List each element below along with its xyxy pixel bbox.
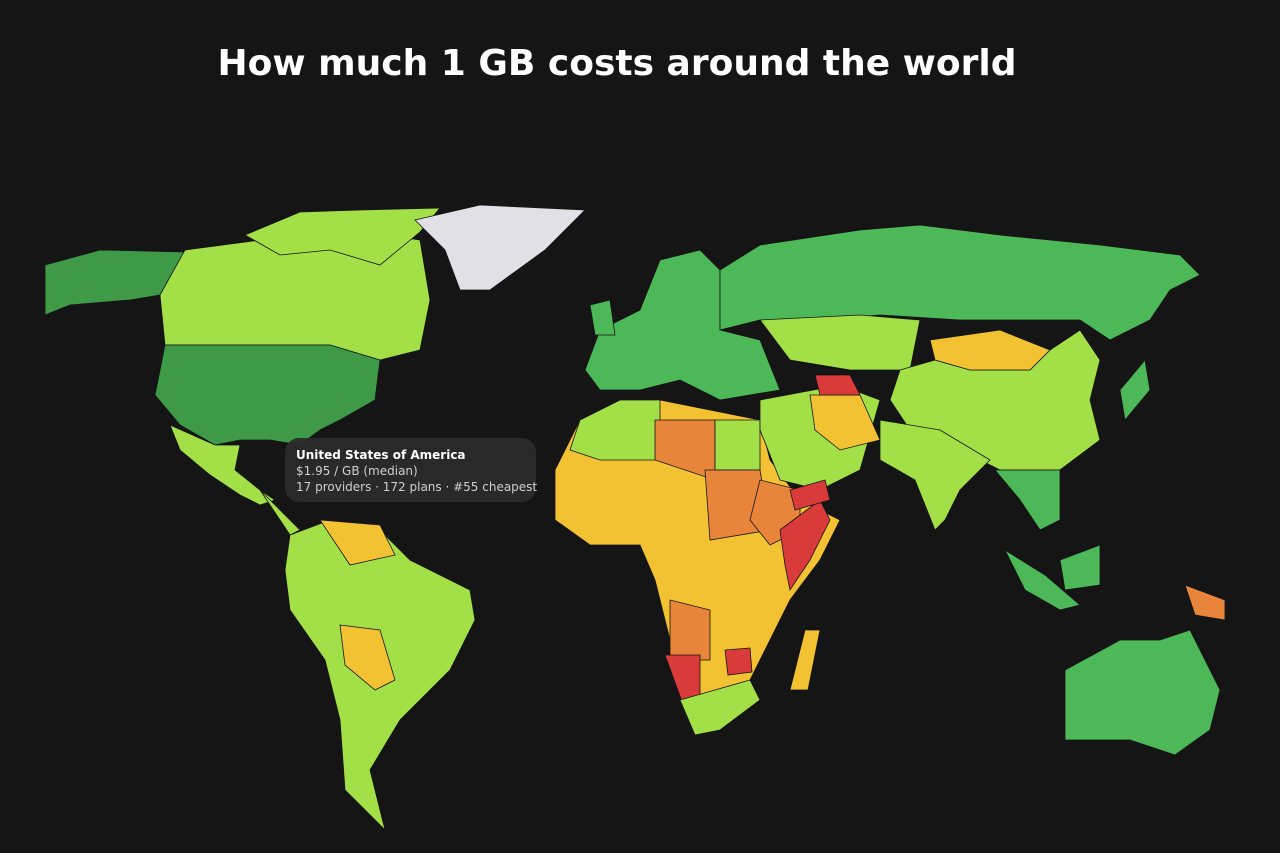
country[interactable] (569, 399, 661, 461)
country[interactable] (319, 519, 396, 566)
country[interactable] (154, 344, 381, 446)
tooltip-country: United States of America (296, 448, 466, 462)
tooltip-stats: 17 providers · 172 plans · #55 cheapest (296, 480, 537, 494)
country[interactable] (1184, 584, 1226, 621)
country[interactable] (789, 629, 821, 691)
tooltip: United States of America $1.95 / GB (med… (285, 438, 537, 502)
title: How much 1 GB costs around the world (217, 43, 1016, 84)
country[interactable] (44, 249, 186, 316)
country[interactable] (1064, 629, 1221, 756)
country[interactable] (1004, 548, 1081, 611)
country[interactable] (724, 647, 753, 676)
country[interactable] (1119, 359, 1151, 421)
country[interactable] (714, 419, 761, 471)
country[interactable] (414, 204, 586, 291)
country[interactable] (244, 207, 441, 266)
country[interactable] (339, 624, 396, 691)
country[interactable] (929, 329, 1051, 371)
country[interactable] (169, 424, 276, 506)
country[interactable] (814, 374, 861, 396)
country[interactable] (879, 419, 991, 531)
country[interactable] (259, 489, 301, 536)
country[interactable] (1059, 544, 1101, 591)
country[interactable] (679, 679, 761, 736)
country[interactable] (669, 599, 711, 661)
country[interactable] (994, 469, 1061, 531)
country[interactable] (584, 249, 781, 401)
tooltip-price: $1.95 / GB (median) (296, 464, 418, 478)
tooltip-box (285, 438, 536, 502)
country[interactable] (759, 314, 921, 371)
country[interactable] (589, 299, 616, 336)
world-map (44, 204, 1226, 832)
country[interactable] (789, 479, 831, 511)
